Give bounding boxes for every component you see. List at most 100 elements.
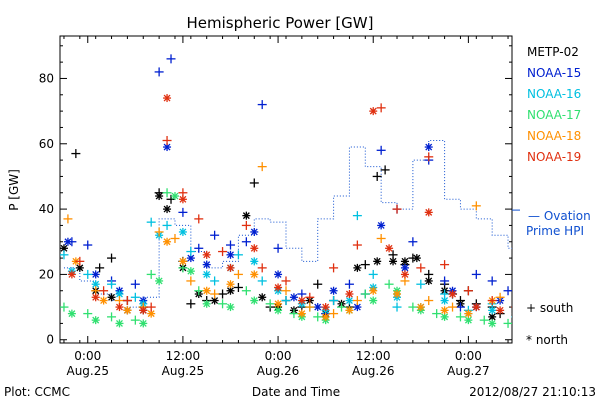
data-point-south <box>471 269 481 279</box>
north-marker-d2 <box>60 244 68 252</box>
data-point-north <box>186 267 195 276</box>
data-point-north <box>67 309 76 318</box>
data-point-south <box>60 250 69 260</box>
data-point-south <box>83 309 93 319</box>
data-point-south <box>130 292 140 302</box>
north-marker-d2 <box>179 228 187 236</box>
north-marker-d2 <box>116 319 123 327</box>
data-point-south <box>60 302 69 312</box>
data-point-south <box>241 220 251 230</box>
north-marker-d2 <box>76 264 84 272</box>
north-marker-d2 <box>274 300 282 308</box>
data-point-north <box>178 227 187 236</box>
data-point-north <box>250 244 259 253</box>
data-point-north <box>226 303 235 312</box>
data-point-north <box>258 293 267 302</box>
data-point-south <box>416 279 426 289</box>
data-point-north <box>163 237 172 246</box>
data-point-south <box>368 269 378 279</box>
data-point-south <box>83 240 93 250</box>
north-marker-d2 <box>369 107 377 115</box>
chart-title: Hemispheric Power [GW] <box>187 14 374 32</box>
data-point-south <box>186 247 196 257</box>
data-point-north <box>202 286 211 295</box>
series-noaa-19 <box>67 94 512 315</box>
north-marker-d2 <box>441 306 449 314</box>
north-marker-d2 <box>425 277 433 285</box>
north-marker-d2 <box>513 311 519 317</box>
footer-timestamp: 2012/08/27 21:10:13 <box>469 385 596 399</box>
data-point-north <box>274 306 283 315</box>
data-point-south <box>218 299 228 309</box>
data-point-north <box>250 227 259 236</box>
x-tick-time: 12:00 <box>166 349 201 363</box>
legend-north: * north <box>526 333 568 347</box>
north-marker-d2 <box>353 264 361 272</box>
plot-marks <box>60 54 598 328</box>
north-marker-d2 <box>227 264 234 272</box>
data-point-north <box>424 143 433 152</box>
north-marker-d2 <box>250 297 258 305</box>
data-point-north <box>242 211 251 220</box>
data-point-south <box>162 220 172 230</box>
data-point-south <box>487 296 497 306</box>
legend-entry-noaa-16: NOAA-16 <box>527 87 581 101</box>
data-point-south <box>257 263 267 273</box>
north-marker-d2 <box>227 287 234 295</box>
north-marker-d2 <box>345 306 353 314</box>
north-marker-d2 <box>441 297 449 305</box>
data-point-south <box>281 276 291 286</box>
north-marker-d2 <box>227 251 234 259</box>
data-point-north <box>377 221 386 230</box>
north-marker-d2 <box>203 261 211 269</box>
data-point-south <box>194 243 204 253</box>
data-point-north <box>202 260 211 269</box>
north-marker-d2 <box>274 306 282 314</box>
north-marker-d2 <box>425 143 433 151</box>
data-point-north <box>313 303 322 312</box>
data-point-south <box>376 145 386 155</box>
data-point-north <box>250 257 259 266</box>
north-marker-d2 <box>108 293 116 301</box>
data-point-south <box>479 315 489 325</box>
data-point-south <box>313 279 323 289</box>
data-point-south <box>107 253 117 263</box>
north-marker-d2 <box>464 316 472 324</box>
north-marker-d2 <box>187 254 195 262</box>
north-marker-d2 <box>68 310 76 318</box>
x-tick-date: Aug.25 <box>66 364 109 378</box>
data-point-north <box>202 299 211 308</box>
x-tick-date: Aug.27 <box>447 364 490 378</box>
data-point-north <box>226 263 235 272</box>
data-point-south <box>194 214 204 224</box>
north-marker-d2 <box>488 306 496 314</box>
data-point-south <box>63 214 73 224</box>
data-point-north <box>560 319 568 327</box>
data-point-north <box>163 205 172 214</box>
north-marker-d2 <box>385 244 393 252</box>
data-point-north <box>345 306 354 315</box>
data-point-north <box>400 263 409 272</box>
ovation-hpi-line <box>63 140 512 308</box>
north-marker-d1 <box>592 314 598 320</box>
north-marker-d2 <box>464 310 472 318</box>
data-point-north <box>353 263 362 272</box>
data-point-south <box>122 296 132 306</box>
series-noaa-18 <box>63 162 568 327</box>
data-point-south <box>455 312 465 322</box>
north-marker-d2 <box>250 228 258 236</box>
north-marker-d2 <box>250 257 258 265</box>
x-tick-time: 12:00 <box>356 349 391 363</box>
north-marker-d1 <box>537 317 543 323</box>
north-marker-d2 <box>242 212 250 220</box>
data-point-north <box>115 319 124 328</box>
data-point-south <box>257 162 267 172</box>
data-point-north <box>274 270 283 279</box>
legend-entry-noaa-15: NOAA-15 <box>527 66 581 80</box>
data-point-south <box>352 211 362 221</box>
data-point-north <box>536 316 544 324</box>
data-point-south <box>218 247 228 257</box>
data-point-south <box>408 237 418 247</box>
data-point-south <box>360 289 370 299</box>
data-point-south <box>146 302 156 312</box>
